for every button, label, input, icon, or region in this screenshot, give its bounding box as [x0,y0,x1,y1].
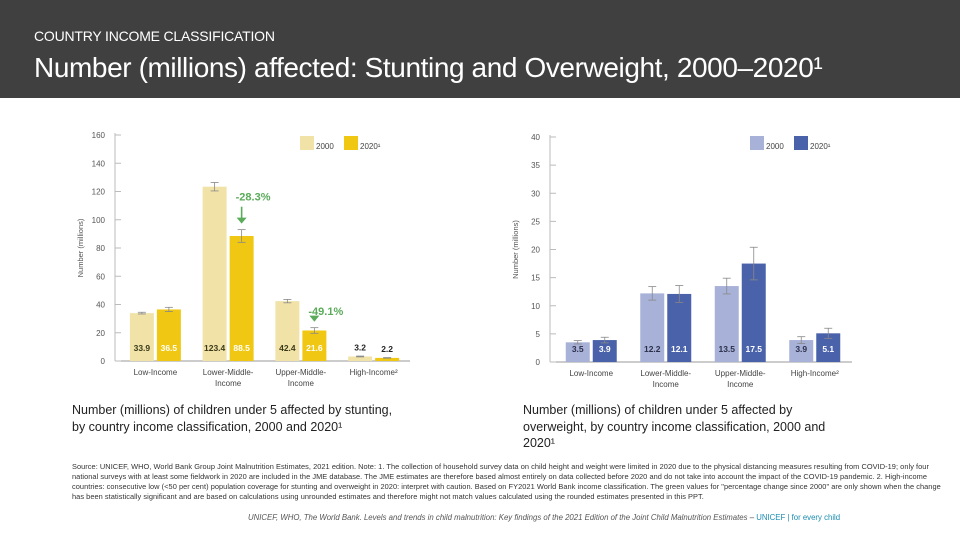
y-tick-label: 5 [536,330,541,339]
stunting-chart-caption: Number (millions) of children under 5 af… [72,403,393,434]
y-tick-label: 20 [531,246,540,255]
x-category-label: High-Income² [350,368,398,377]
y-tick-label: 60 [96,272,105,281]
y-tick-label: 20 [96,329,105,338]
bar-value-label: 13.5 [718,344,735,354]
y-tick-label: 140 [92,159,106,168]
bar-value-label: 21.6 [306,343,323,353]
legend-label: 2020¹ [810,142,831,151]
arrow-down-icon [309,315,320,322]
legend-swatch-2020 [794,136,808,150]
overweight-chart-caption: Number (millions) of children under 5 af… [523,403,826,450]
citation-text: UNICEF, WHO, The World Bank. Levels and … [248,513,757,522]
bar-value-label: 3.2 [354,342,366,352]
legend-swatch-2000 [750,136,764,150]
x-category-label: Income [215,379,242,388]
y-tick-label: 120 [92,188,106,197]
y-tick-label: 15 [531,274,540,283]
x-category-label: Lower-Middle- [203,368,254,377]
stunting-chart: Number (millions) 0 20 40 60 80 100 120 140 160 33… [76,131,410,388]
y-tick-label: 35 [531,161,540,170]
bar-value-label: 12.1 [671,344,688,354]
bar-value-label: 3.9 [599,344,611,354]
x-category-label: Low-Income [134,368,178,377]
x-category-label: Income [727,380,754,389]
bar-2000 [129,313,154,361]
bar-2000 [202,186,227,361]
section-subtitle: COUNTRY INCOME CLASSIFICATION [34,28,275,44]
y-axis-title: Number (millions) [511,220,520,279]
bar-value-label: 36.5 [161,343,178,353]
bar-value-label: 12.2 [644,344,661,354]
bar-value-label: 3.5 [572,344,584,354]
percent-change-label: -28.3% [236,192,271,204]
page-title: Number (millions) affected: Stunting and… [34,52,823,83]
y-tick-label: 25 [531,217,540,226]
bar-value-label: 2.2 [381,344,393,354]
overweight-chart: Number (millions) 0 5 10 15 20 25 30 35 40 3.5 3.9 L… [511,133,852,389]
legend-label: 2020¹ [360,142,381,151]
bar-2020 [156,309,181,361]
arrow-down-icon [236,217,247,224]
bar-2020 [375,357,400,361]
x-category-label: Income [653,380,680,389]
bar-value-label: 33.9 [134,343,151,353]
citation: UNICEF, WHO, The World Bank. Levels and … [248,513,948,522]
header-band: COUNTRY INCOME CLASSIFICATION Number (mi… [0,0,960,98]
y-tick-label: 0 [101,357,106,366]
y-tick-label: 0 [536,358,541,367]
source-note: Source: UNICEF, WHO, World Bank Group Jo… [72,462,941,501]
bar-2000 [714,286,739,362]
bar-2020 [302,330,327,361]
x-category-label: Upper-Middle- [715,369,766,378]
x-category-label: High-Income² [791,369,839,378]
y-tick-label: 40 [531,133,540,142]
y-tick-label: 40 [96,301,105,310]
y-tick-label: 160 [92,131,106,140]
x-category-label: Upper-Middle- [276,368,327,377]
legend-swatch-2020 [344,136,358,150]
y-axis-title: Number (millions) [76,218,85,277]
bar-value-label: 3.9 [795,344,807,354]
y-tick-label: 30 [531,189,540,198]
bar-2000 [348,356,373,361]
bar-2000 [275,301,300,361]
percent-change-label: -49.1% [308,306,343,318]
legend-swatch-2000 [300,136,314,150]
bar-value-label: 5.1 [822,344,834,354]
x-category-label: Low-Income [569,369,613,378]
x-category-label: Lower-Middle- [640,369,691,378]
brand-link[interactable]: UNICEF | for every child [756,513,841,522]
y-tick-label: 100 [92,216,106,225]
bar-value-label: 88.5 [233,343,250,353]
legend-label: 2000 [316,142,334,151]
y-tick-label: 10 [531,302,540,311]
bar-2000 [640,293,665,362]
bar-value-label: 123.4 [204,343,226,353]
y-tick-label: 80 [96,244,105,253]
bar-value-label: 17.5 [745,344,762,354]
bar-value-label: 42.4 [279,343,296,353]
bar-2000 [789,340,814,362]
legend-label: 2000 [766,142,784,151]
bar-2020 [229,235,254,361]
bar-2020 [667,293,692,362]
x-category-label: Income [288,379,315,388]
bar-2000 [565,342,590,362]
bar-2020 [592,340,617,362]
